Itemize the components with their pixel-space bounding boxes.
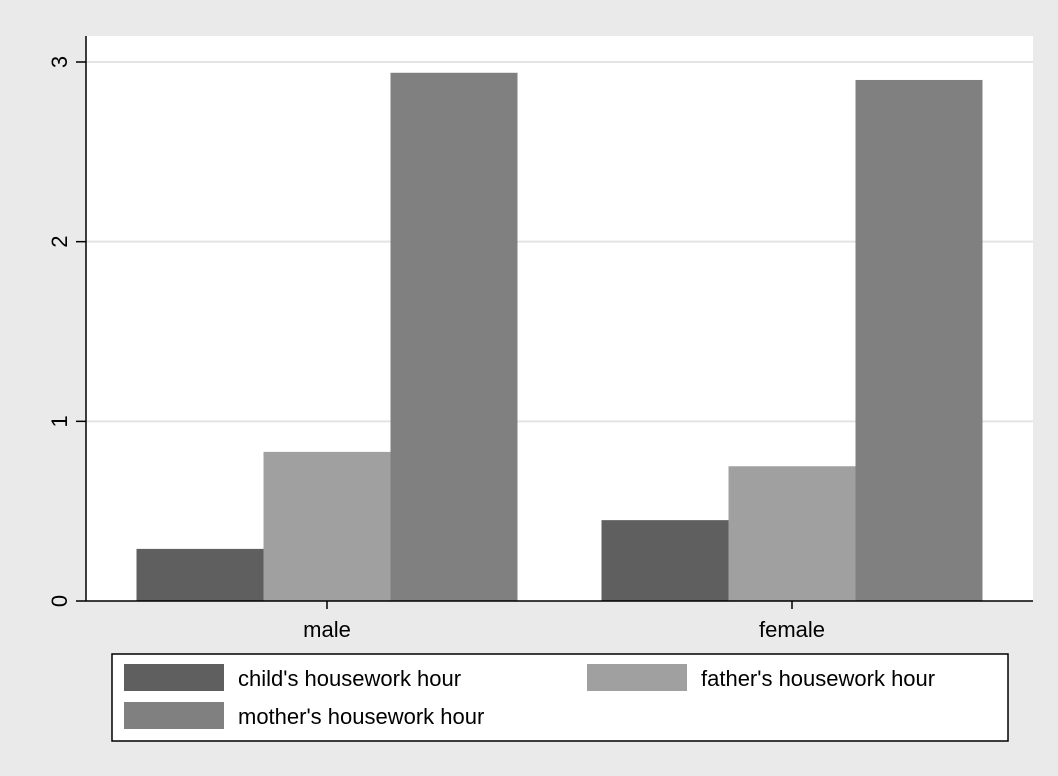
bar-female-2 bbox=[728, 466, 856, 601]
legend: child's housework hour father's housework… bbox=[111, 653, 1009, 742]
legend-label: child's housework hour bbox=[238, 666, 461, 691]
legend-label: mother's housework hour bbox=[238, 704, 484, 729]
legend-swatch bbox=[124, 702, 224, 729]
y-tick-label: 0 bbox=[47, 595, 72, 607]
y-tick-label: 2 bbox=[47, 236, 72, 248]
legend-swatch bbox=[124, 664, 224, 691]
y-tick-label: 1 bbox=[47, 415, 72, 427]
x-tick-label: male bbox=[303, 617, 351, 642]
bar-male-1 bbox=[136, 548, 264, 601]
legend-swatch bbox=[587, 664, 687, 691]
bars bbox=[136, 72, 983, 601]
legend-label: father's housework hour bbox=[701, 666, 935, 691]
bar-female-3 bbox=[855, 79, 983, 601]
bar-female-1 bbox=[601, 520, 729, 601]
bar-male-3 bbox=[390, 72, 518, 601]
legend-box bbox=[111, 653, 1009, 742]
y-tick-label: 3 bbox=[47, 56, 72, 68]
bar-male-2 bbox=[263, 451, 391, 601]
axes: male female 0 1 2 3 bbox=[47, 36, 1033, 642]
x-tick-label: female bbox=[759, 617, 825, 642]
